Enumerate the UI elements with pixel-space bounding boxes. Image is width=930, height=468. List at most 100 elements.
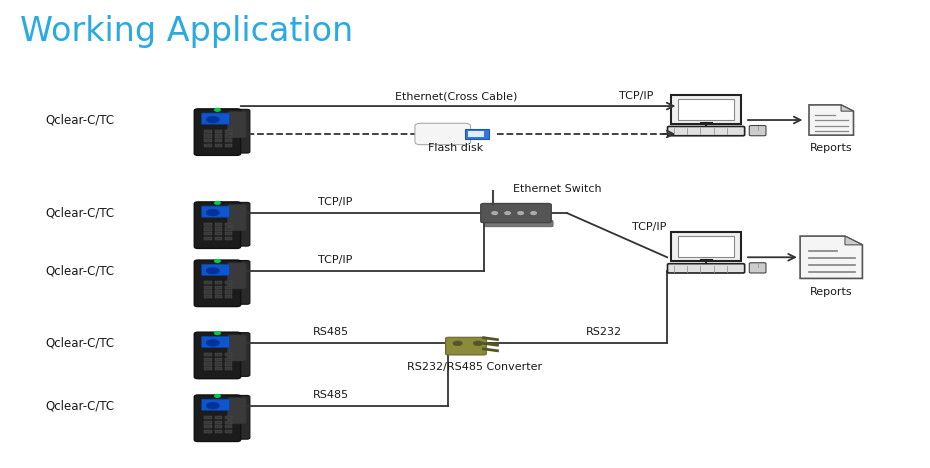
FancyBboxPatch shape	[194, 260, 241, 307]
Text: TCP/IP: TCP/IP	[631, 222, 666, 232]
Text: RS485: RS485	[312, 327, 349, 337]
FancyBboxPatch shape	[215, 232, 222, 235]
FancyBboxPatch shape	[205, 295, 212, 298]
FancyBboxPatch shape	[225, 139, 232, 142]
Circle shape	[473, 341, 483, 346]
FancyBboxPatch shape	[225, 430, 232, 433]
FancyBboxPatch shape	[225, 227, 232, 231]
Text: Ethernet(Cross Cable): Ethernet(Cross Cable)	[394, 91, 517, 102]
FancyBboxPatch shape	[205, 367, 212, 370]
FancyBboxPatch shape	[225, 281, 232, 284]
FancyBboxPatch shape	[209, 333, 250, 376]
FancyBboxPatch shape	[194, 332, 241, 379]
FancyBboxPatch shape	[225, 425, 232, 429]
Text: Reports: Reports	[810, 287, 853, 297]
FancyBboxPatch shape	[205, 227, 212, 231]
FancyBboxPatch shape	[668, 263, 745, 273]
FancyBboxPatch shape	[678, 236, 735, 257]
FancyBboxPatch shape	[465, 129, 489, 139]
FancyBboxPatch shape	[225, 130, 232, 133]
FancyBboxPatch shape	[205, 130, 212, 133]
FancyBboxPatch shape	[215, 367, 222, 370]
Circle shape	[215, 260, 220, 263]
Text: RS232/RS485 Converter: RS232/RS485 Converter	[406, 362, 542, 372]
FancyBboxPatch shape	[445, 337, 486, 355]
FancyBboxPatch shape	[228, 205, 246, 231]
FancyBboxPatch shape	[205, 425, 212, 429]
Text: TCP/IP: TCP/IP	[619, 91, 654, 102]
FancyBboxPatch shape	[225, 134, 232, 138]
FancyBboxPatch shape	[202, 399, 230, 410]
Text: TCP/IP: TCP/IP	[318, 197, 352, 207]
FancyBboxPatch shape	[205, 285, 212, 289]
FancyBboxPatch shape	[194, 109, 241, 155]
Text: Reports: Reports	[810, 143, 853, 153]
FancyBboxPatch shape	[215, 130, 222, 133]
FancyBboxPatch shape	[225, 290, 232, 293]
FancyBboxPatch shape	[678, 99, 735, 120]
FancyBboxPatch shape	[215, 353, 222, 356]
FancyBboxPatch shape	[205, 144, 212, 147]
FancyBboxPatch shape	[228, 263, 246, 289]
FancyBboxPatch shape	[205, 353, 212, 356]
Circle shape	[206, 268, 219, 274]
FancyBboxPatch shape	[215, 421, 222, 424]
Circle shape	[215, 332, 220, 335]
FancyBboxPatch shape	[671, 232, 741, 261]
FancyBboxPatch shape	[225, 232, 232, 235]
FancyBboxPatch shape	[215, 227, 222, 231]
Text: Qclear-C/TC: Qclear-C/TC	[46, 206, 114, 219]
FancyBboxPatch shape	[205, 139, 212, 142]
FancyBboxPatch shape	[750, 125, 766, 136]
FancyBboxPatch shape	[205, 416, 212, 419]
FancyBboxPatch shape	[215, 223, 222, 226]
FancyBboxPatch shape	[225, 295, 232, 298]
FancyBboxPatch shape	[205, 237, 212, 240]
FancyBboxPatch shape	[205, 281, 212, 284]
FancyBboxPatch shape	[205, 358, 212, 361]
FancyBboxPatch shape	[202, 264, 230, 275]
FancyBboxPatch shape	[215, 416, 222, 419]
Text: Flash disk: Flash disk	[428, 143, 484, 154]
Text: Qclear-C/TC: Qclear-C/TC	[46, 265, 114, 278]
Polygon shape	[809, 105, 854, 135]
FancyBboxPatch shape	[750, 263, 766, 273]
FancyBboxPatch shape	[215, 144, 222, 147]
Circle shape	[215, 201, 220, 204]
Circle shape	[453, 341, 462, 346]
FancyBboxPatch shape	[671, 95, 741, 124]
Text: Qclear-C/TC: Qclear-C/TC	[46, 337, 114, 350]
FancyBboxPatch shape	[225, 421, 232, 424]
FancyBboxPatch shape	[205, 134, 212, 138]
FancyBboxPatch shape	[481, 204, 551, 223]
Polygon shape	[841, 105, 854, 111]
FancyBboxPatch shape	[209, 110, 250, 153]
FancyBboxPatch shape	[225, 362, 232, 366]
FancyBboxPatch shape	[202, 113, 230, 124]
Circle shape	[206, 402, 219, 409]
Circle shape	[531, 212, 537, 214]
FancyBboxPatch shape	[205, 362, 212, 366]
Circle shape	[215, 395, 220, 397]
FancyBboxPatch shape	[209, 261, 250, 304]
Text: Ethernet Switch: Ethernet Switch	[513, 184, 602, 195]
Circle shape	[206, 340, 219, 346]
Text: Qclear-C/TC: Qclear-C/TC	[46, 114, 114, 126]
FancyBboxPatch shape	[205, 421, 212, 424]
Circle shape	[492, 212, 498, 214]
Polygon shape	[845, 236, 862, 245]
Circle shape	[505, 212, 511, 214]
FancyBboxPatch shape	[215, 295, 222, 298]
FancyBboxPatch shape	[215, 358, 222, 361]
Polygon shape	[800, 236, 862, 278]
FancyBboxPatch shape	[194, 202, 241, 249]
FancyBboxPatch shape	[225, 223, 232, 226]
FancyBboxPatch shape	[215, 362, 222, 366]
FancyBboxPatch shape	[215, 237, 222, 240]
FancyBboxPatch shape	[215, 290, 222, 293]
Circle shape	[206, 117, 219, 123]
FancyBboxPatch shape	[209, 395, 250, 439]
FancyBboxPatch shape	[485, 220, 553, 227]
FancyBboxPatch shape	[215, 285, 222, 289]
FancyBboxPatch shape	[228, 398, 246, 424]
